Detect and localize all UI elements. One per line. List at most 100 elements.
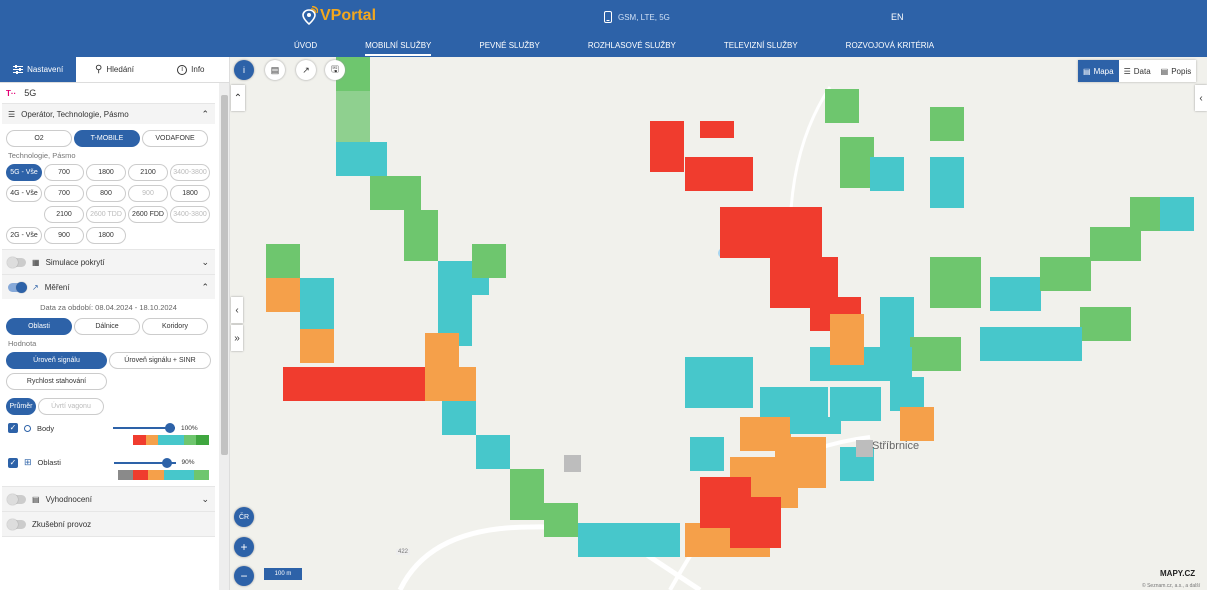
coverage-cell [861,347,878,364]
coverage-cell [1090,227,1107,244]
zoom-in-button[interactable]: + [234,537,254,557]
tech-4g-all[interactable]: 4G - Vše [6,185,42,202]
average-button[interactable]: Průměr [6,398,36,415]
coverage-cell [459,367,476,384]
tech-5g-all[interactable]: 5G - Vše [6,164,42,181]
coverage-sim-header[interactable]: ▦ Simulace pokrytí ⌄ [2,250,215,274]
coverage-cell [489,244,506,261]
area-type-oblasti[interactable]: Oblasti [6,318,72,335]
ruler-button[interactable]: ▤ [265,60,285,80]
coverage-cell [370,193,387,210]
sidebar-scrollbar[interactable] [219,83,229,590]
coverage-cell [510,486,527,503]
area-type-koridory[interactable]: Koridory [142,318,208,335]
measurement-toggle[interactable] [8,281,27,293]
tech-4g-900[interactable]: 900 [128,185,168,202]
value-signal-level[interactable]: Úroveň signálu [6,352,107,369]
tech-4g-2600fdd[interactable]: 2600 FDD [128,206,168,223]
area-type-dalnice[interactable]: Dálnice [74,318,140,335]
tech-5g-700[interactable]: 700 [44,164,84,181]
coverage-cell [1024,294,1041,311]
tech-5g-2100[interactable]: 2100 [128,164,168,181]
language-switch[interactable]: EN [891,12,904,22]
network-info[interactable]: GSM, LTE, 5G [604,11,670,23]
selection-summary: T·· 5G [2,83,215,104]
view-legend[interactable]: ▤ Popis [1156,60,1197,82]
nav-pevne-sluzby[interactable]: PEVNÉ SLUŽBY [479,41,540,50]
tech-2g-1800[interactable]: 1800 [86,227,126,244]
operator-tmobile[interactable]: T-MOBILE [74,130,140,147]
nav-uvod[interactable]: ÚVOD [294,41,318,50]
tab-search[interactable]: ⚲ Hledání [76,57,152,82]
nav-mobilni-sluzby[interactable]: MOBILNÍ SLUŽBY [365,41,432,56]
coverage-cell [754,241,771,258]
tech-2g-all[interactable]: 2G - Vše [6,227,42,244]
tech-4g-700[interactable]: 700 [44,185,84,202]
collapse-sidebar-button[interactable]: ‹ [231,297,243,323]
coverage-cell [1177,214,1194,231]
areas-checkbox[interactable]: ✓ [8,457,18,468]
collapse-toolbar-button[interactable]: ⌃ [231,85,245,111]
scroll-thumb[interactable] [221,95,228,455]
save-button[interactable]: 🖫 [325,60,345,80]
coverage-cell [353,91,370,108]
tab-settings[interactable]: Nastavení [0,57,77,82]
coverage-cell [887,174,904,191]
tech-5g-3400[interactable]: 3400-3800 [170,164,210,181]
points-checkbox[interactable]: ✓ [8,423,18,433]
nav-rozvojova-kriteria[interactable]: ROZVOJOVÁ KRITÉRIA [845,41,935,50]
tech-4g-1800[interactable]: 1800 [170,185,210,202]
coverage-cell [897,314,914,331]
areas-opacity-slider[interactable] [113,457,176,468]
trial-toggle[interactable] [7,518,26,530]
tech-4g-3400[interactable]: 3400-3800 [170,206,210,223]
vportal-logo[interactable]: VPortal [300,6,376,26]
country-view-button[interactable]: ČR [234,507,254,527]
evaluation-header[interactable]: ▤ Vyhodnocení ⌄ [2,487,215,511]
operator-o2[interactable]: O2 [6,130,72,147]
nav-rozhlasove-sluzby[interactable]: ROZHLASOVÉ SLUŽBY [587,41,676,50]
tech-4g-800[interactable]: 800 [86,185,126,202]
tab-info[interactable]: i Info [153,57,229,82]
tech-2g-900[interactable]: 900 [44,227,84,244]
operator-vodafone[interactable]: VODAFONE [142,130,208,147]
coverage-cell [895,347,912,364]
coverage-cell [827,364,844,381]
tech-4g-2100[interactable]: 2100 [44,206,84,223]
coverage-cell [880,314,897,331]
points-slider-knob[interactable] [165,423,175,433]
road-number: 422 [396,549,411,555]
trial-header[interactable]: Zkušební provoz [2,512,215,536]
evaluation-toggle[interactable] [7,493,26,505]
value-signal-sinr[interactable]: Úroveň signálu + SINR [109,352,211,369]
operator-section-header[interactable]: ☰ Operátor, Technologie, Pásmo ⌃ [2,104,215,124]
copyright: © Seznam.cz, a.s., a další [1142,583,1201,589]
coverage-cell [947,274,964,291]
trial-title: Zkušební provoz [32,519,92,529]
measurement-header[interactable]: ↗ Měření ⌃ [2,275,215,299]
points-opacity-slider[interactable] [113,423,175,433]
tech-5g-1800[interactable]: 1800 [86,164,126,181]
view-data[interactable]: ☰ Data [1119,60,1156,82]
coverage-cell [717,477,734,494]
chart-button[interactable]: ↗ [296,60,316,80]
expand-sidebar-button[interactable]: » [231,325,243,351]
value-download-speed[interactable]: Rychlost stahování [6,373,107,390]
route-button[interactable]: Úvrtí vagonu [38,398,104,415]
tech-4g-2600tdd[interactable]: 2600 TDD [86,206,126,223]
map-view[interactable]: Stříbrnice 422 i ▤ ↗ 🖫 ⌃ ‹ » ‹ ▤ Mapa ☰ Da… [230,57,1207,590]
coverage-cell [781,474,798,491]
coverage-cell [787,257,804,274]
phone-icon [604,11,612,23]
coverage-cell [300,346,317,363]
collapse-right-panel-button[interactable]: ‹ [1195,85,1207,111]
coverage-cell [947,191,964,208]
coverage-sim-toggle[interactable] [7,256,26,268]
nav-televizni-sluzby[interactable]: TELEVIZNÍ SLUŽBY [723,41,798,50]
coverage-cell [442,367,459,384]
coverage-map[interactable] [230,57,1207,590]
areas-slider-knob[interactable] [161,457,172,468]
info-button[interactable]: i [234,60,254,80]
zoom-out-button[interactable]: − [234,566,254,586]
view-map[interactable]: ▤ Mapa [1078,60,1119,82]
